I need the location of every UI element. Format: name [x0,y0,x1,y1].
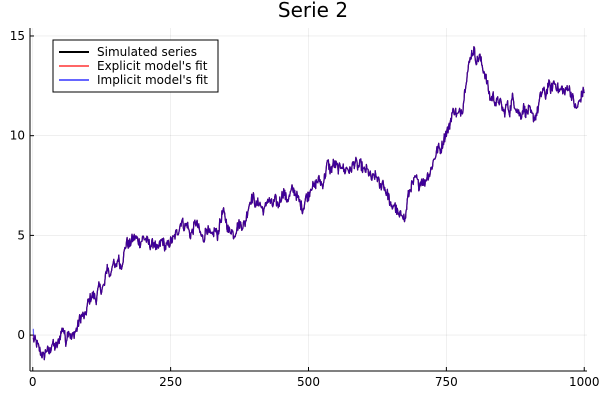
axes [29,28,587,372]
x-tick-label: 250 [159,375,182,389]
chart-title: Serie 2 [278,0,348,22]
x-tick-label: 0 [29,375,37,389]
x-tick-label: 750 [435,375,458,389]
series-lines [32,46,585,361]
y-tick-label: 0 [17,328,25,342]
legend-label: Explicit model's fit [97,59,208,73]
tick-labels: 0 250 500 750 1000 0 5 10 15 [10,29,600,389]
x-tick-label: 500 [297,375,320,389]
series-line-3 [32,46,585,361]
x-tick-label: 1000 [569,375,600,389]
y-tick-label: 10 [10,129,25,143]
y-tick-label: 15 [10,29,25,43]
legend-label: Simulated series [97,45,197,59]
y-tick-label: 5 [17,228,25,242]
legend-label: Implicit model's fit [97,73,208,87]
